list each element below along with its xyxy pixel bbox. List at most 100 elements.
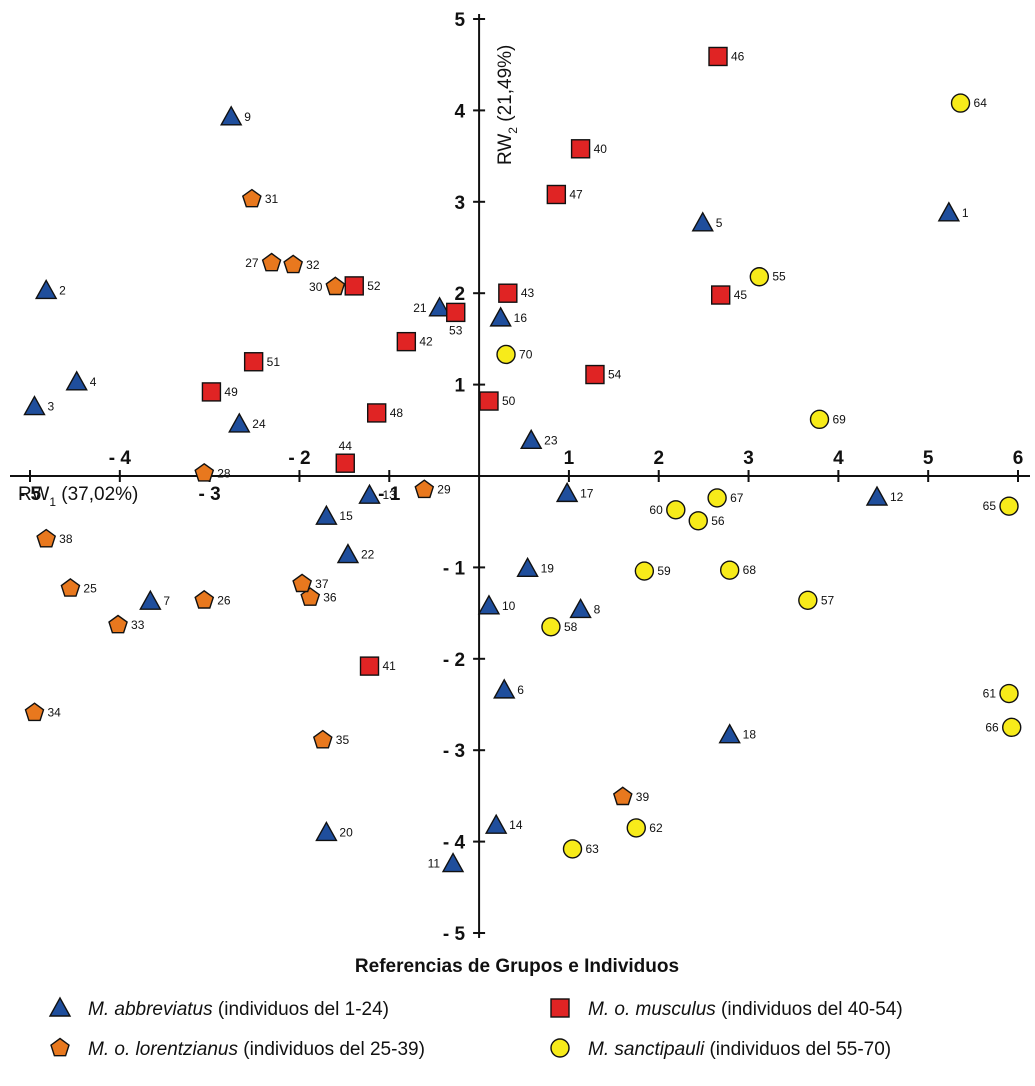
circle-marker [719,560,740,580]
point-label: 65 [983,499,997,513]
data-point: 17 [555,481,594,503]
data-point: 49 [201,382,238,402]
data-point: 52 [344,276,381,296]
data-point: 14 [484,813,523,834]
x-tick-label: - 5 [19,484,42,505]
data-point: 50 [479,391,516,411]
point-label: 8 [594,602,601,616]
data-point: 4 [65,370,97,391]
triangle-marker [441,852,465,873]
point-label: 55 [772,270,786,284]
pentagon-marker [194,589,215,609]
point-label: 18 [743,728,757,742]
square-marker [243,352,264,372]
point-label: 1 [962,206,969,220]
square-marker [359,656,380,676]
axes [10,14,1030,938]
y-axis-label: RW2 (21,49%) [495,45,520,165]
triangle-marker [34,279,58,300]
data-point: 5 [691,211,723,232]
legend-title: Referencias de Grupos e Individuos [355,956,679,977]
square-marker [479,391,499,411]
point-label: 64 [974,96,988,110]
point-label: 43 [521,286,535,300]
point-label: 30 [309,280,323,294]
triangle-marker [516,556,539,578]
data-point: 54 [585,364,622,385]
y-tick-label: - 4 [443,833,466,854]
point-label: 31 [265,192,279,206]
x-tick-label: 3 [743,448,754,469]
y-tick-label: 2 [455,284,466,305]
triangle-marker [865,485,889,506]
triangle-marker [65,370,88,391]
data-point: 32 [283,254,320,274]
data-point: 44 [335,439,355,473]
data-point: 2 [34,279,66,300]
point-label: 15 [339,509,353,523]
triangle-marker [718,723,741,744]
point-label: 2 [59,283,66,297]
data-point: 11 [428,852,465,873]
data-point: 42 [396,331,433,352]
y-tick-label: 5 [455,10,466,31]
data-point: 21 [413,296,451,317]
point-label: 36 [323,591,337,605]
data-point: 27 [245,252,282,272]
pentagon-marker [108,614,128,634]
x-tick-label: - 2 [288,448,310,469]
square-marker [708,46,728,67]
triangle-marker [493,678,516,699]
point-label: 52 [367,279,381,293]
data-point: 68 [719,560,757,580]
x-tick-label: - 3 [199,484,221,505]
triangle-marker [315,504,338,525]
legend-triangle-marker [48,996,72,1017]
point-label: 56 [711,514,725,528]
point-label: 5 [716,216,723,230]
point-label: 24 [252,417,266,431]
square-marker [711,285,731,305]
legend: Referencias de Grupos e Individuos M. ab… [48,956,903,1060]
x-tick-label: 2 [653,448,664,469]
data-point: 25 [60,578,97,597]
data-point: 35 [312,729,349,749]
pentagon-marker [60,578,81,597]
data-point: 31 [241,188,279,208]
data-point: 15 [315,504,353,525]
legend-item-label: M. abbreviatus (individuos del 1-24) [88,999,389,1020]
data-point: 9 [220,105,251,126]
data-point: 36 [300,587,337,606]
point-label: 3 [47,400,54,414]
data-point: 47 [546,184,583,205]
point-label: 70 [519,347,533,361]
point-label: 6 [517,683,524,697]
point-label: 39 [636,790,650,804]
circle-marker [688,511,708,531]
legend-circle-marker [550,1038,570,1058]
triangle-marker [489,306,512,327]
point-label: 21 [413,301,427,315]
point-label: 66 [985,720,999,734]
triangle-marker [691,211,714,232]
point-label: 68 [743,563,757,577]
point-label: 62 [649,821,663,835]
pentagon-marker [36,528,57,548]
pentagon-marker [312,729,333,749]
data-point: 67 [707,488,744,508]
data-point: 63 [562,839,599,859]
data-point: 43 [498,283,535,303]
x-tick-label: 1 [564,448,575,469]
point-label: 32 [306,258,320,272]
point-label: 28 [217,466,231,480]
point-label: 9 [244,110,251,124]
data-point: 57 [798,590,834,611]
pentagon-marker [292,573,313,593]
pentagon-marker [325,276,346,296]
data-point: 39 [612,786,650,806]
circle-marker [626,818,646,838]
data-point: 28 [194,462,231,482]
point-label: 50 [502,394,516,408]
pentagon-marker [24,702,45,722]
point-label: 42 [419,335,433,349]
